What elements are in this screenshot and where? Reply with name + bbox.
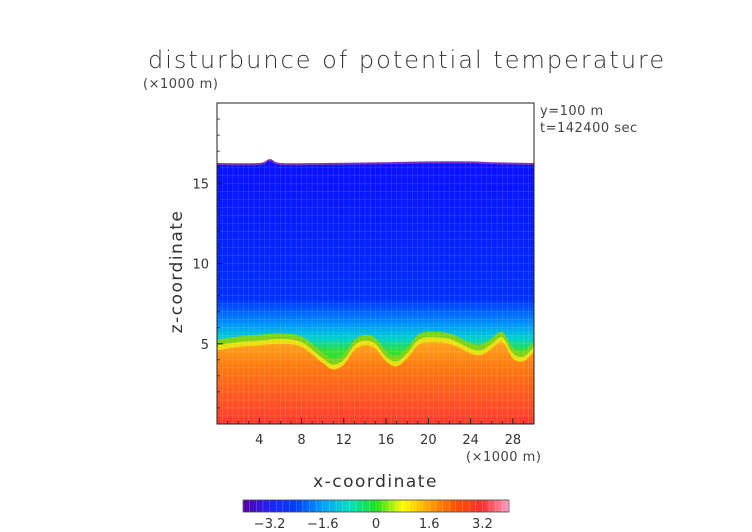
x-tick-label: 4: [255, 433, 263, 448]
chart-title: disturbunce of potential temperature: [148, 46, 667, 74]
field-top-boundary: [217, 158, 534, 166]
y-tick-label: 5: [201, 338, 209, 353]
grid-lines: [217, 103, 534, 424]
colorbar-tick-label: −1.6: [307, 517, 339, 532]
x-axis-label: x-coordinate: [313, 472, 438, 492]
colorbar-bar: [242, 499, 510, 513]
x-tick-label: 24: [462, 433, 479, 448]
colorbar-tick-label: 1.6: [419, 517, 440, 532]
y-tick-label: 15: [192, 177, 209, 192]
temperature-field: [217, 158, 534, 424]
z-scale-label: (×1000 m): [143, 77, 219, 92]
x-tick-label: 16: [378, 433, 395, 448]
axes: 4 8 12 16 20 24 28 5 10 15 x-coordinate z-coordinat…: [167, 118, 524, 492]
y-tick-label: 10: [192, 258, 209, 273]
warm-region: [217, 341, 534, 424]
colorbar: −3.2 −1.6 0 1.6 3.2: [242, 499, 510, 532]
colorbar-tick-label: 3.2: [472, 517, 493, 532]
x-tick-label: 20: [420, 433, 437, 448]
time-label: t=142400 sec: [540, 121, 638, 136]
colorbar-tick-label: 0: [372, 517, 380, 532]
y-axis-label: z-coordinate: [167, 210, 187, 334]
y-value-label: y=100 m: [540, 104, 604, 119]
x-tick-label: 28: [505, 433, 522, 448]
x-scale-label: (×1000 m): [466, 450, 542, 465]
x-tick-label: 8: [297, 433, 305, 448]
colorbar-tick-label: −3.2: [254, 517, 286, 532]
x-tick-label: 12: [336, 433, 353, 448]
